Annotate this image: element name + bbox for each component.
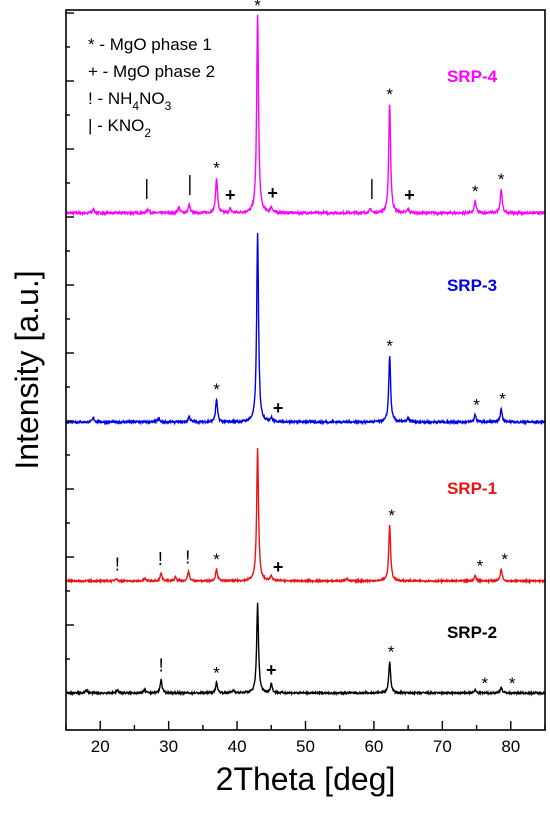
mgo1-marker: * <box>254 0 261 15</box>
mgo1-marker: * <box>213 158 220 177</box>
mgo1-marker: * <box>499 390 506 409</box>
legend-entry: + - MgO phase 2 <box>88 62 215 81</box>
mgo2-marker: + <box>273 398 284 418</box>
mgo1-marker: * <box>477 557 484 576</box>
mgo2-marker: + <box>225 185 236 205</box>
mgo1-marker: * <box>388 506 395 525</box>
x-tick-label: 60 <box>364 737 383 756</box>
legend-entry: | - KNO2 <box>88 116 151 140</box>
mgo1-marker: * <box>473 395 480 414</box>
x-tick-label: 20 <box>91 737 110 756</box>
mgo1-marker: * <box>498 170 505 189</box>
mgo2-marker: + <box>266 660 277 680</box>
series-line-srp-3 <box>65 232 546 426</box>
series-label-srp-2: SRP-2 <box>447 623 497 642</box>
mgo1-marker: * <box>386 85 393 104</box>
x-tick-label: 70 <box>433 737 452 756</box>
series-label-srp-1: SRP-1 <box>447 479 497 498</box>
nh4no3-marker: ! <box>159 656 164 676</box>
mgo2-marker: + <box>267 183 278 203</box>
peak-markers: * + * + * + * * * + * * *!!! * + * * *! * + * * * <box>115 0 516 693</box>
mgo2-marker: + <box>404 185 415 205</box>
traces <box>65 14 546 697</box>
mgo1-marker: * <box>481 674 488 693</box>
legend: * - MgO phase 1 + - MgO phase 2 ! - NH4NO3… <box>88 35 215 140</box>
mgo1-marker: * <box>386 337 393 356</box>
mgo1-marker: * <box>472 182 479 201</box>
nh4no3-marker: ! <box>185 548 190 568</box>
x-axis-label: 2Theta [deg] <box>216 761 396 797</box>
series-label-srp-4: SRP-4 <box>447 67 498 86</box>
y-axis-label: Intensity [a.u.] <box>9 270 45 469</box>
series-labels: SRP-4 SRP-3 SRP-1 SRP-2 <box>447 67 498 642</box>
series-line-srp-2 <box>65 602 546 697</box>
x-tick-label: 30 <box>159 737 178 756</box>
mgo1-marker: * <box>388 643 395 662</box>
mgo1-marker: * <box>501 550 508 569</box>
mgo1-marker: * <box>509 674 516 693</box>
mgo1-marker: * <box>213 380 220 399</box>
legend-entry: * - MgO phase 1 <box>88 35 212 54</box>
series-label-srp-3: SRP-3 <box>447 276 497 295</box>
mgo1-marker: * <box>213 664 220 683</box>
nh4no3-marker: ! <box>115 554 120 574</box>
series-line-srp-4 <box>65 14 546 217</box>
nh4no3-marker: ! <box>158 549 163 569</box>
x-tick-label: 50 <box>296 737 315 756</box>
series-line-srp-1 <box>65 447 546 585</box>
mgo2-marker: + <box>273 557 284 577</box>
mgo1-marker: * <box>213 550 220 569</box>
x-tick-label: 40 <box>228 737 247 756</box>
x-tick-label: 80 <box>501 737 520 756</box>
axes: 20 30 40 50 60 70 80 <box>65 9 546 756</box>
legend-entry: ! - NH4NO3 <box>88 89 172 113</box>
